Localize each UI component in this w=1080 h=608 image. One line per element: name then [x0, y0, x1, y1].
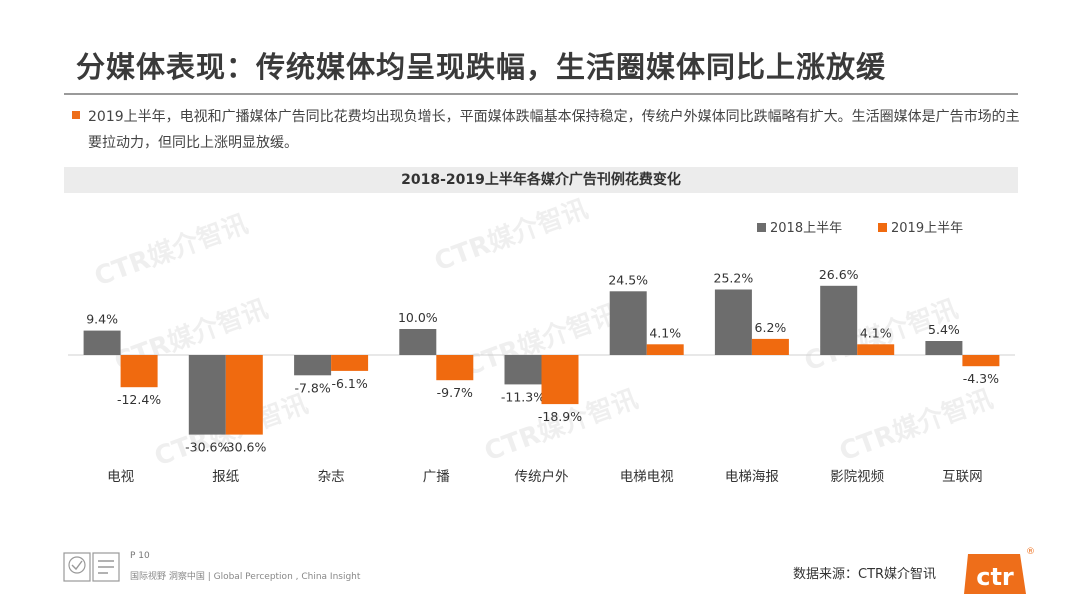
bullet-marker: [72, 111, 80, 119]
chart-title: 2018-2019上半年各媒介广告刊例花费变化: [401, 172, 681, 188]
legend-swatch: [878, 223, 887, 232]
category-label: 影院视频: [830, 469, 884, 485]
bar-2018: [609, 291, 647, 355]
data-label: 10.0%: [398, 310, 438, 325]
bar-2019: [331, 355, 369, 371]
summary-text: 2019上半年，电视和广播媒体广告同比花费均出现负增长，平面媒体跌幅基本保持稳定…: [88, 109, 1020, 151]
data-label: 4.1%: [860, 325, 892, 340]
data-label: -7.8%: [294, 380, 330, 395]
data-label: 24.5%: [608, 272, 648, 287]
category-label: 电视: [107, 469, 134, 485]
bar-2019: [225, 355, 263, 435]
category-label: 广播: [423, 469, 450, 485]
bar-2019: [646, 344, 684, 355]
data-label: 6.2%: [755, 320, 787, 335]
data-label: 4.1%: [649, 325, 681, 340]
category-label: 互联网: [942, 469, 983, 485]
legend-label: 2019上半年: [891, 221, 963, 236]
category-label: 杂志: [318, 469, 345, 485]
data-source: 数据来源：CTR媒介智讯: [793, 567, 937, 582]
data-label: -6.1%: [331, 376, 367, 391]
data-label: 26.6%: [819, 267, 859, 282]
chart-title-band: [64, 167, 1018, 193]
bar-2018: [188, 355, 226, 435]
data-label: 9.4%: [86, 312, 118, 327]
bar-2018: [399, 329, 437, 355]
data-label: 5.4%: [928, 322, 960, 337]
category-label: 报纸: [212, 469, 239, 485]
bar-2018: [820, 285, 858, 355]
data-label: -30.6%: [185, 440, 229, 455]
bar-2019: [857, 344, 895, 355]
page-number: P 10: [130, 551, 150, 561]
legend-swatch: [757, 223, 766, 232]
data-label: -12.4%: [117, 392, 161, 407]
bar-2018: [504, 355, 542, 385]
page-title: 分媒体表现：传统媒体均呈现跌幅，生活圈媒体同比上涨放缓: [76, 50, 887, 84]
data-label: -18.9%: [538, 409, 582, 424]
footer-tagline: 国际视野 洞察中国 | Global Perception , China In…: [130, 572, 361, 582]
data-label: -4.3%: [963, 371, 999, 386]
bar-2018: [925, 341, 963, 355]
category-label: 电梯海报: [725, 469, 779, 485]
registered-mark: ®: [1026, 547, 1034, 557]
data-label: -11.3%: [501, 389, 545, 404]
bar-2018: [83, 330, 121, 355]
category-label: 电梯电视: [620, 469, 674, 485]
bar-2019: [436, 355, 474, 381]
ctr-logo: ctr ®: [964, 547, 1034, 594]
legend-label: 2018上半年: [770, 221, 842, 236]
bar-2019: [541, 355, 579, 405]
bar-2019: [962, 355, 1000, 367]
data-label: 25.2%: [714, 271, 754, 286]
title-divider: [64, 93, 1018, 95]
bar-2018: [294, 355, 332, 376]
ctr-logo-text: ctr: [976, 563, 1014, 591]
bar-2019: [751, 338, 789, 355]
category-label: 传统户外: [515, 468, 569, 485]
certification-badges-icon: [63, 552, 120, 582]
data-label: -30.6%: [222, 440, 266, 455]
data-label: -9.7%: [437, 385, 473, 400]
bar-2019: [120, 355, 158, 388]
bar-2018: [714, 289, 752, 355]
